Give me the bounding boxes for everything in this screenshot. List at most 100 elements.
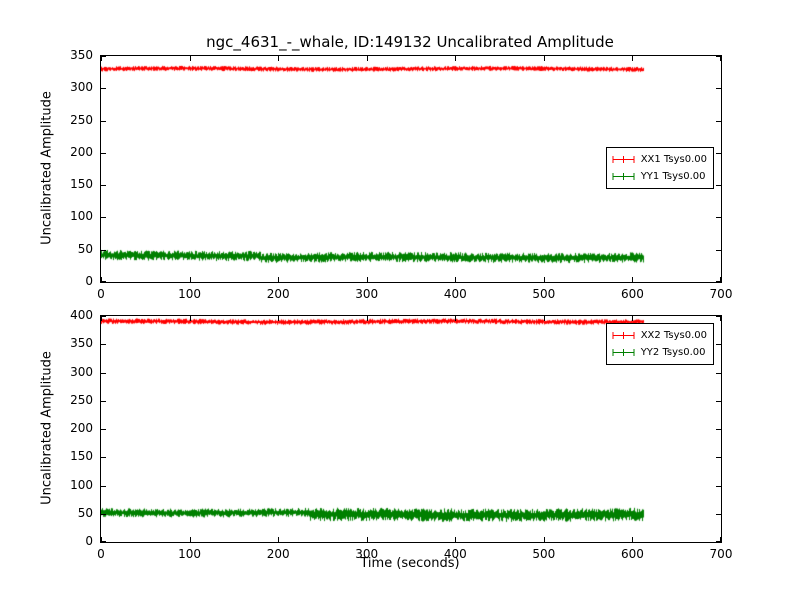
axis-tick bbox=[716, 185, 721, 187]
axis-tick bbox=[101, 537, 102, 542]
errorbar-marker-yy2-icon bbox=[612, 349, 635, 356]
axis-tick bbox=[101, 277, 102, 282]
axis-tick bbox=[366, 316, 368, 321]
axis-tick bbox=[716, 281, 721, 282]
axis-tick bbox=[101, 344, 106, 346]
axis-tick bbox=[101, 217, 106, 219]
axis-tick bbox=[101, 56, 102, 61]
axis-tick bbox=[716, 429, 721, 430]
axis-tick bbox=[455, 56, 457, 61]
axis-tick bbox=[716, 316, 721, 317]
axis-tick bbox=[101, 88, 106, 90]
axis-tick bbox=[455, 537, 457, 542]
axis-tick bbox=[101, 56, 106, 57]
errorbar-marker-xx2-icon bbox=[612, 332, 635, 339]
axis-tick bbox=[189, 316, 191, 321]
axis-tick bbox=[101, 316, 106, 317]
tick-label: 50 bbox=[77, 241, 93, 256]
axis-tick bbox=[101, 185, 106, 187]
axis-tick bbox=[720, 316, 721, 321]
legend-item-xx1: XX1 Tsys0.00 bbox=[611, 151, 707, 168]
axis-tick bbox=[543, 56, 545, 61]
tick-label: 300 bbox=[355, 287, 379, 301]
tick-label: 500 bbox=[532, 547, 556, 561]
axis-tick bbox=[632, 56, 634, 61]
legend-label-xx1: XX1 Tsys0.00 bbox=[640, 154, 707, 165]
errorbar-marker-xx1-icon bbox=[612, 156, 635, 163]
axis-tick bbox=[543, 277, 545, 282]
axis-tick bbox=[543, 316, 545, 321]
axis-tick bbox=[101, 541, 106, 542]
subplot-top: XX1 Tsys0.00 YY1 Tsys0.00 0 100 200 300 400 5… bbox=[70, 48, 732, 301]
axis-tick bbox=[716, 249, 721, 251]
axis-tick bbox=[189, 277, 191, 282]
axis-tick bbox=[101, 513, 106, 515]
errorbar-marker-yy1-icon bbox=[612, 173, 635, 180]
axis-tick bbox=[101, 152, 106, 154]
axis-tick bbox=[278, 56, 280, 61]
axis-tick bbox=[716, 120, 721, 122]
tick-label: 200 bbox=[70, 421, 93, 435]
axis-tick bbox=[278, 316, 280, 321]
axis-tick bbox=[716, 513, 721, 515]
axis-tick bbox=[101, 400, 106, 402]
tick-label: 300 bbox=[70, 80, 93, 95]
legend-bottom: XX2 Tsys0.00 YY2 Tsys0.00 bbox=[605, 323, 714, 365]
y-axis-label-bottom: Uncalibrated Amplitude bbox=[39, 351, 55, 505]
axis-tick bbox=[716, 217, 721, 219]
tick-label: 200 bbox=[266, 547, 290, 561]
y-axis-label-top: Uncalibrated Amplitude bbox=[39, 91, 55, 245]
tick-label: 100 bbox=[70, 477, 93, 492]
axis-tick bbox=[101, 429, 106, 430]
tick-label: 0 bbox=[97, 547, 105, 561]
tick-label: 250 bbox=[70, 392, 93, 407]
legend-label-xx2: XX2 Tsys0.00 bbox=[640, 330, 707, 341]
tick-label: 350 bbox=[70, 336, 93, 351]
axis-tick bbox=[101, 316, 102, 321]
tick-label: 0 bbox=[85, 274, 93, 288]
x-axis-label: Time (seconds) bbox=[360, 556, 460, 571]
tick-label: 700 bbox=[709, 287, 733, 301]
tick-label: 200 bbox=[70, 144, 93, 159]
axis-tick bbox=[720, 537, 721, 542]
axis-tick bbox=[189, 537, 191, 542]
tick-label: 0 bbox=[97, 287, 105, 301]
tick-label: 500 bbox=[532, 287, 556, 301]
legend-label-yy2: YY2 Tsys0.00 bbox=[640, 347, 706, 358]
axis-tick bbox=[720, 56, 721, 61]
axis-tick bbox=[716, 457, 721, 459]
axis-tick bbox=[716, 541, 721, 542]
tick-label: 250 bbox=[70, 112, 93, 127]
axis-tick bbox=[716, 485, 721, 487]
axis-tick bbox=[366, 277, 368, 282]
legend-item-yy2: YY2 Tsys0.00 bbox=[611, 344, 707, 361]
legend-top: XX1 Tsys0.00 YY1 Tsys0.00 bbox=[605, 147, 714, 189]
axis-tick bbox=[716, 400, 721, 402]
axis-tick bbox=[101, 281, 106, 282]
legend-item-yy1: YY1 Tsys0.00 bbox=[611, 168, 707, 185]
tick-label: 400 bbox=[443, 287, 467, 301]
axis-tick bbox=[101, 120, 106, 122]
axis-tick bbox=[543, 537, 545, 542]
tick-label: 100 bbox=[70, 209, 93, 224]
axis-tick bbox=[366, 537, 368, 542]
axis-tick bbox=[101, 372, 106, 374]
tick-label: 100 bbox=[178, 287, 202, 301]
tick-label: 50 bbox=[77, 505, 93, 520]
axis-tick bbox=[101, 249, 106, 251]
tick-label: 600 bbox=[620, 547, 644, 561]
tick-label: 300 bbox=[70, 364, 93, 379]
legend-item-xx2: XX2 Tsys0.00 bbox=[611, 327, 707, 344]
tick-label: 100 bbox=[178, 547, 202, 561]
axis-tick bbox=[366, 56, 368, 61]
subplot-bottom: XX2 Tsys0.00 YY2 Tsys0.00 0 100 200 300 400 5… bbox=[70, 308, 732, 561]
axis-tick bbox=[632, 316, 634, 321]
axis-tick bbox=[455, 277, 457, 282]
axis-tick bbox=[716, 88, 721, 90]
tick-label: 300 bbox=[355, 547, 379, 561]
axis-tick bbox=[455, 316, 457, 321]
axis-tick bbox=[716, 56, 721, 57]
axis-tick bbox=[189, 56, 191, 61]
axis-tick bbox=[278, 277, 280, 282]
